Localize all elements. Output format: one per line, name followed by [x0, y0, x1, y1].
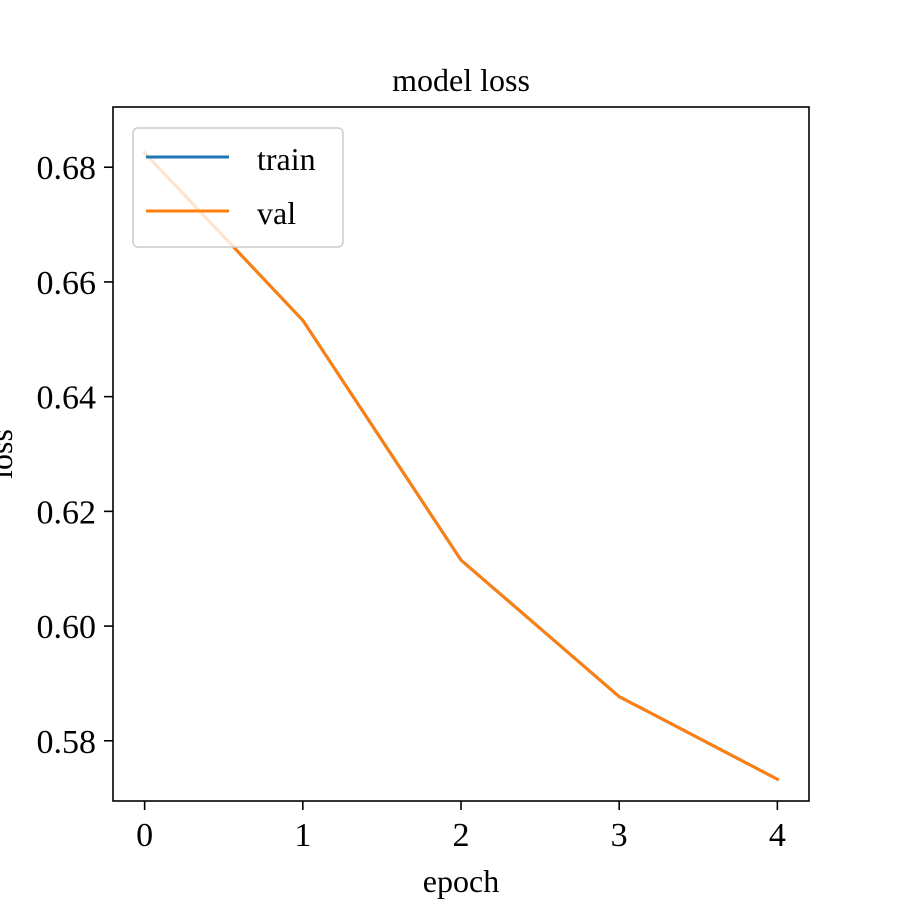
- x-tick-label: 1: [294, 817, 311, 854]
- x-tick-label: 0: [136, 817, 153, 854]
- x-axis-label: epoch: [423, 863, 499, 899]
- y-tick-label: 0.60: [37, 609, 97, 646]
- legend-label-train: train: [257, 141, 316, 177]
- y-tick-label: 0.68: [37, 150, 97, 187]
- y-tick-label: 0.64: [37, 380, 97, 417]
- series-layer: [142, 150, 780, 782]
- y-tick-label: 0.58: [37, 724, 97, 761]
- x-axis-ticks: 0 1 2 3 4: [136, 801, 786, 854]
- legend: train val: [132, 127, 344, 248]
- legend-label-val: val: [257, 195, 296, 231]
- x-tick-label: 4: [769, 817, 786, 854]
- x-tick-label: 2: [453, 817, 470, 854]
- series-line-val: [142, 150, 780, 782]
- y-axis-ticks: 0.58 0.60 0.62 0.64 0.66 0.68: [37, 150, 113, 761]
- chart-title: model loss: [392, 62, 530, 98]
- y-tick-label: 0.66: [37, 265, 97, 302]
- x-tick-label: 3: [611, 817, 628, 854]
- y-axis-label: loss: [0, 429, 19, 479]
- y-tick-label: 0.62: [37, 494, 97, 531]
